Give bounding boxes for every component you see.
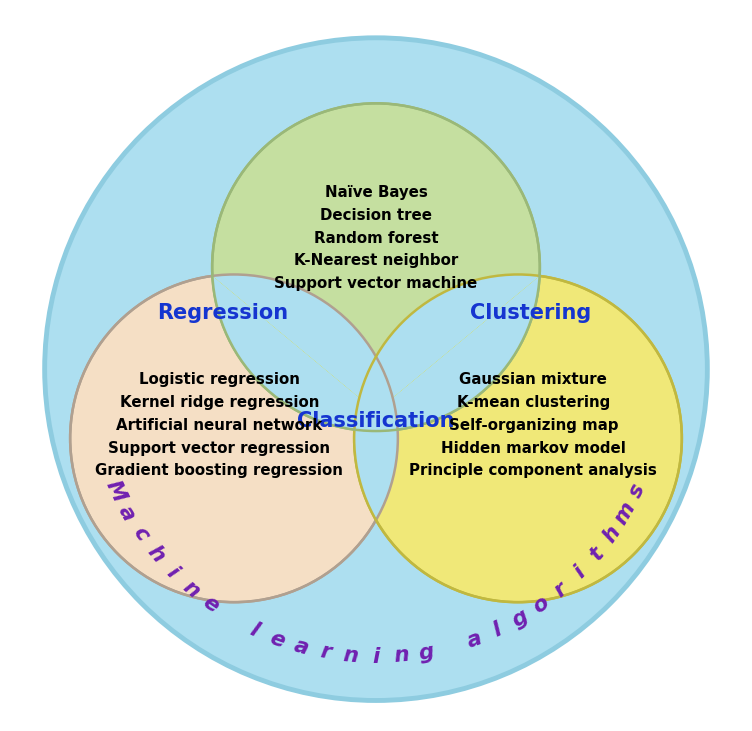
Text: i: i xyxy=(163,563,182,582)
Circle shape xyxy=(212,103,540,431)
Text: g: g xyxy=(417,641,435,664)
Text: m: m xyxy=(611,499,639,528)
Text: c: c xyxy=(129,523,152,545)
Text: Logistic regression
Kernel ridge regression
Artificial neural network
Support ve: Logistic regression Kernel ridge regress… xyxy=(96,372,344,478)
Text: Clustering: Clustering xyxy=(470,303,591,323)
Text: r: r xyxy=(550,578,572,601)
Text: t: t xyxy=(585,544,608,564)
Text: Regression: Regression xyxy=(157,303,289,323)
Polygon shape xyxy=(354,274,540,431)
Circle shape xyxy=(44,38,708,700)
Text: M: M xyxy=(102,477,129,504)
Text: e: e xyxy=(267,627,288,651)
Text: n: n xyxy=(393,645,410,667)
Text: a: a xyxy=(114,501,139,524)
Polygon shape xyxy=(354,357,398,520)
Polygon shape xyxy=(212,274,398,431)
Text: i: i xyxy=(570,563,589,582)
Text: l: l xyxy=(247,619,262,640)
Text: s: s xyxy=(625,481,648,501)
Text: e: e xyxy=(199,592,223,617)
Text: o: o xyxy=(529,592,553,617)
Text: i: i xyxy=(372,647,380,667)
Text: h: h xyxy=(599,522,624,546)
Text: l: l xyxy=(490,619,505,640)
Text: h: h xyxy=(143,542,168,567)
Text: r: r xyxy=(319,642,333,663)
Circle shape xyxy=(70,274,398,602)
Text: g: g xyxy=(508,606,532,631)
Text: Classification: Classification xyxy=(297,411,455,431)
Text: n: n xyxy=(342,645,359,667)
Circle shape xyxy=(354,274,682,602)
Text: Naïve Bayes
Decision tree
Random forest
K-Nearest neighbor
Support vector machin: Naïve Bayes Decision tree Random forest … xyxy=(274,185,478,291)
Text: n: n xyxy=(179,577,203,602)
Text: a: a xyxy=(292,635,311,659)
Text: a: a xyxy=(464,628,484,651)
Text: Gaussian mixture
K-mean clustering
Self-organizing map
Hidden markov model
Princ: Gaussian mixture K-mean clustering Self-… xyxy=(409,372,657,478)
